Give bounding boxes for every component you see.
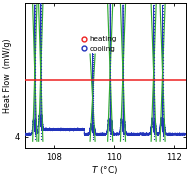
Legend: heating, cooling: heating, cooling bbox=[80, 33, 119, 55]
X-axis label: $T$ (°C): $T$ (°C) bbox=[91, 164, 119, 176]
Y-axis label: Heat Flow  (mW/g): Heat Flow (mW/g) bbox=[3, 38, 12, 113]
